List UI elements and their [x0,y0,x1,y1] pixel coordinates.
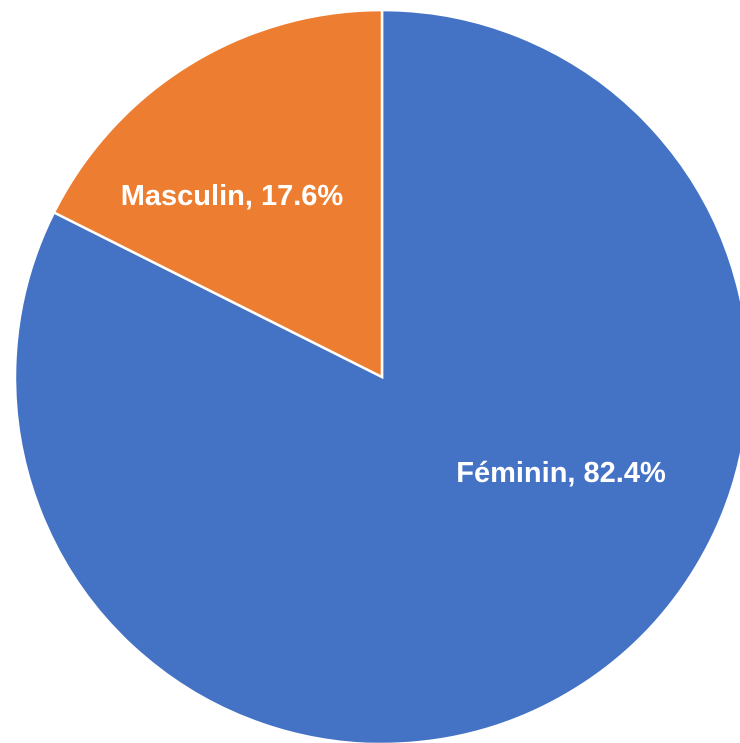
pie-slice [52,8,384,380]
pie-slice [13,8,740,743]
value-label: 82.4% [584,457,666,489]
category-name: Féminin [456,457,567,489]
data-label: Féminin, 82.4% [456,457,666,489]
label-separator: , [567,457,583,489]
category-name: Masculin [121,180,245,212]
label-separator: , [245,180,261,212]
data-label: Masculin, 17.6% [121,180,344,212]
value-label: 17.6% [261,180,343,212]
